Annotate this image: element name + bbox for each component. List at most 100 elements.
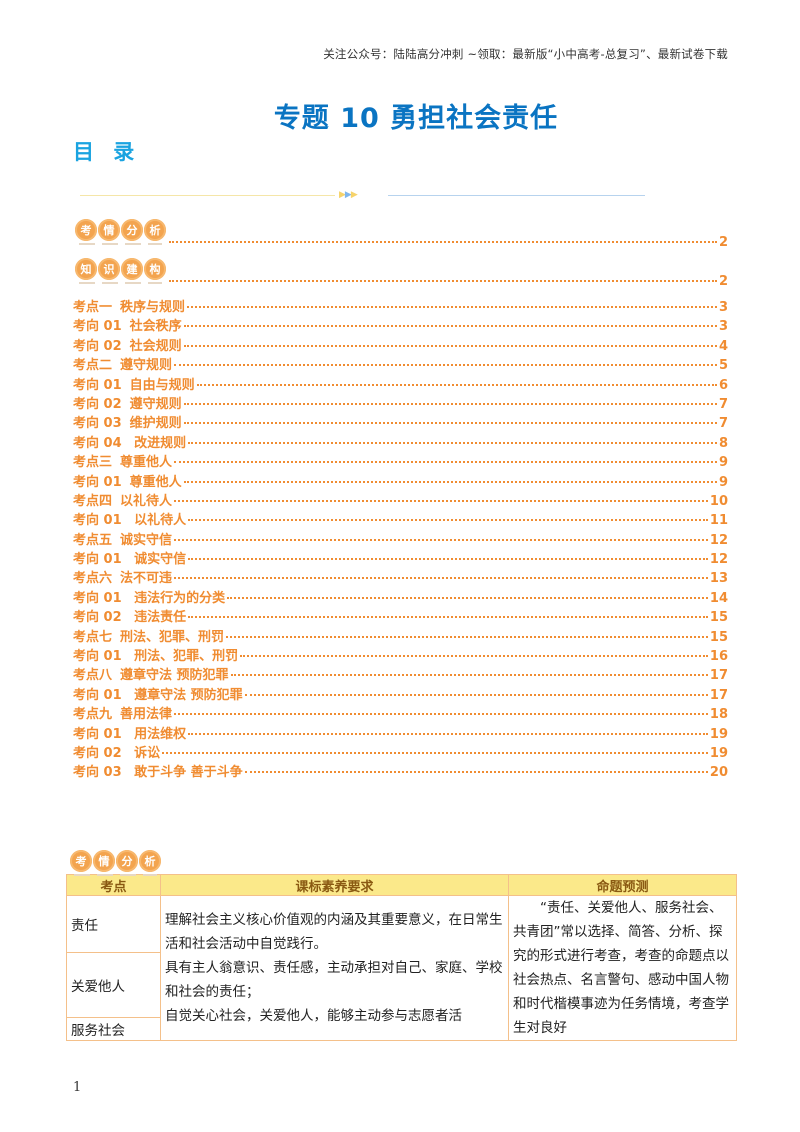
toc-entry[interactable]: 考向 02 诉讼 19 bbox=[73, 742, 728, 761]
toc-entry[interactable]: 考向 01 用法维权 19 bbox=[73, 723, 728, 742]
dot-leader bbox=[183, 402, 717, 405]
toc-entry[interactable]: 考向 01 尊重他人 9 bbox=[73, 471, 728, 490]
page-ref: 16 bbox=[709, 649, 728, 665]
toc-entry-label: 考点四 以礼待人 bbox=[73, 490, 172, 509]
toc-entry-code: 考点四 bbox=[73, 493, 113, 509]
toc-entry[interactable]: 考向 03 敢于斗争 善于斗争 20 bbox=[73, 761, 728, 780]
dot-leader bbox=[188, 558, 708, 561]
toc-entry[interactable]: 考向 01 诚实守信 12 bbox=[73, 548, 728, 567]
page-ref: 6 bbox=[718, 377, 728, 393]
toc-entry-title: 秩序与规则 bbox=[120, 300, 186, 315]
toc-entry-title: 以礼待人 bbox=[129, 513, 187, 529]
toc-entry-label: 考向 04 改进规则 bbox=[73, 432, 186, 451]
requirements-table: 考点 课标素养要求 命题预测 责任 理解社会主义核心价值观的内涵及其重要意义，在… bbox=[66, 874, 737, 1041]
requirement-line: 自觉关心社会，关爱他人，能够主动参与志愿者活 bbox=[165, 1008, 462, 1024]
dot-leader bbox=[162, 751, 708, 754]
toc-entry[interactable]: 考向 03 维护规则 7 bbox=[73, 412, 728, 431]
toc-entry[interactable]: 考向 01 社会秩序 3 bbox=[73, 315, 728, 334]
table-row: 责任 理解社会主义核心价值观的内涵及其重要意义，在日常生活和社会活动中自觉践行。… bbox=[66, 895, 737, 1041]
toc-entry[interactable]: 考向 04 改进规则 8 bbox=[73, 432, 728, 451]
toc-entry-code: 考点二 bbox=[73, 358, 113, 374]
toc-entry-label: 考向 01 遵章守法 预防犯罪 bbox=[73, 684, 243, 703]
toc-entry-code: 考向 01 bbox=[73, 513, 122, 529]
toc-entry[interactable]: 考向 01 自由与规则 6 bbox=[73, 374, 728, 393]
page-ref: 3 bbox=[718, 300, 728, 315]
page-ref: 3 bbox=[718, 319, 728, 335]
toc-entry[interactable]: 考向 02 违法责任 15 bbox=[73, 606, 728, 625]
toc-entry-label: 考点二 遵守规则 bbox=[73, 354, 172, 373]
page-ref: 13 bbox=[709, 571, 728, 587]
toc-entry-title: 遵守规则 bbox=[120, 358, 173, 374]
toc-entry-label: 考向 01 刑法、犯罪、刑罚 bbox=[73, 645, 238, 664]
toc-entry-title: 维护规则 bbox=[129, 416, 182, 432]
page-ref: 14 bbox=[709, 590, 728, 606]
toc-entry[interactable]: 考点三 尊重他人 9 bbox=[73, 451, 728, 470]
toc-entry-title: 以礼待人 bbox=[120, 493, 173, 509]
toc-entry[interactable]: 考点四 以礼待人 10 bbox=[73, 490, 728, 509]
dot-leader bbox=[174, 538, 708, 541]
page-ref: 7 bbox=[718, 396, 728, 412]
toc-entry[interactable]: 考向 02 遵守规则 7 bbox=[73, 393, 728, 412]
toc-entry[interactable]: 考点一 秩序与规则 3 bbox=[73, 296, 728, 315]
toc-entry[interactable]: 考向 01 违法行为的分类 14 bbox=[73, 587, 728, 606]
toc-entry[interactable]: 考向 01 以礼待人 11 bbox=[73, 509, 728, 528]
toc-entry-label: 考点七 刑法、犯罪、刑罚 bbox=[73, 626, 224, 645]
dot-leader bbox=[174, 577, 708, 580]
page-ref: 12 bbox=[709, 532, 728, 548]
page-ref: 7 bbox=[718, 416, 728, 432]
dot-leader bbox=[188, 441, 717, 444]
page-ref: 2 bbox=[718, 274, 728, 289]
toc-entry-title: 社会秩序 bbox=[129, 319, 182, 335]
table-row: 服务社会 bbox=[66, 1017, 737, 1041]
toc-entry-code: 考向 01 bbox=[73, 726, 122, 742]
page-ref: 12 bbox=[709, 552, 728, 568]
toc-entry-code: 考向 01 bbox=[73, 590, 122, 606]
dot-leader bbox=[230, 674, 708, 677]
dot-leader bbox=[188, 732, 708, 735]
badge-char: 考 bbox=[75, 219, 97, 241]
toc-entry-label: 考向 01 违法行为的分类 bbox=[73, 587, 225, 606]
toc-section-analysis[interactable]: 考 情 分 析 2 bbox=[73, 218, 728, 257]
page-ref: 15 bbox=[709, 629, 728, 645]
badge-char: 情 bbox=[93, 850, 115, 872]
toc-entry-code: 考向 01 bbox=[73, 319, 122, 335]
page-ref: 19 bbox=[709, 745, 728, 761]
toc-entry-code: 考向 01 bbox=[73, 377, 122, 393]
page-ref: 17 bbox=[709, 668, 728, 684]
page-ref: 11 bbox=[709, 513, 728, 529]
toc-entry-title: 诚实守信 bbox=[129, 552, 187, 568]
point-cell: 责任 bbox=[66, 895, 161, 953]
toc-entry-label: 考向 01 自由与规则 bbox=[73, 374, 195, 393]
dot-leader bbox=[226, 635, 708, 638]
toc-section-knowledge[interactable]: 知 识 建 构 2 bbox=[73, 257, 728, 296]
toc-entry-code: 考向 01 bbox=[73, 552, 122, 568]
toc-entry[interactable]: 考点五 诚实守信 12 bbox=[73, 529, 728, 548]
toc-entry-code: 考点三 bbox=[73, 455, 113, 471]
toc-entry[interactable]: 考点九 善用法律 18 bbox=[73, 703, 728, 722]
toc-entry-title: 刑法、犯罪、刑罚 bbox=[129, 649, 239, 665]
toc-entry-label: 考向 03 维护规则 bbox=[73, 412, 182, 431]
toc-entry[interactable]: 考向 02 社会规则 4 bbox=[73, 335, 728, 354]
toc-entry-code: 考点九 bbox=[73, 707, 113, 723]
point-cell: 服务社会 bbox=[66, 1017, 161, 1041]
toc-entry-title: 尊重他人 bbox=[129, 474, 182, 490]
requirement-line: 具有主人翁意识、责任感，主动承担对自己、家庭、学校和社会的责任； bbox=[165, 960, 503, 1000]
toc-entry[interactable]: 考向 01 遵章守法 预防犯罪 17 bbox=[73, 684, 728, 703]
toc-entry[interactable]: 考点二 遵守规则 5 bbox=[73, 354, 728, 373]
page-ref: 20 bbox=[709, 765, 728, 781]
analysis-section: 考 情 分 析 考点 课标素养要求 命题预测 责任 理解社会主义核心价值观的内涵… bbox=[66, 850, 737, 1041]
toc-entry[interactable]: 考点七 刑法、犯罪、刑罚 15 bbox=[73, 626, 728, 645]
toc-entry[interactable]: 考向 01 刑法、犯罪、刑罚 16 bbox=[73, 645, 728, 664]
point-cell: 关爱他人 bbox=[66, 951, 161, 1019]
page-ref: 18 bbox=[709, 707, 728, 723]
toc-entry[interactable]: 考点六 法不可违 13 bbox=[73, 567, 728, 586]
badge-char: 析 bbox=[139, 850, 161, 872]
page-ref: 19 bbox=[709, 726, 728, 742]
toc-entry-code: 考向 02 bbox=[73, 745, 122, 761]
toc-entry-label: 考向 02 违法责任 bbox=[73, 606, 186, 625]
toc-entry-code: 考向 01 bbox=[73, 687, 122, 703]
toc-entry-label: 考点八 遵章守法 预防犯罪 bbox=[73, 664, 229, 683]
toc-entry[interactable]: 考点八 遵章守法 预防犯罪 17 bbox=[73, 664, 728, 683]
badge-char: 析 bbox=[144, 219, 166, 241]
toc-entry-title: 尊重他人 bbox=[120, 455, 173, 471]
